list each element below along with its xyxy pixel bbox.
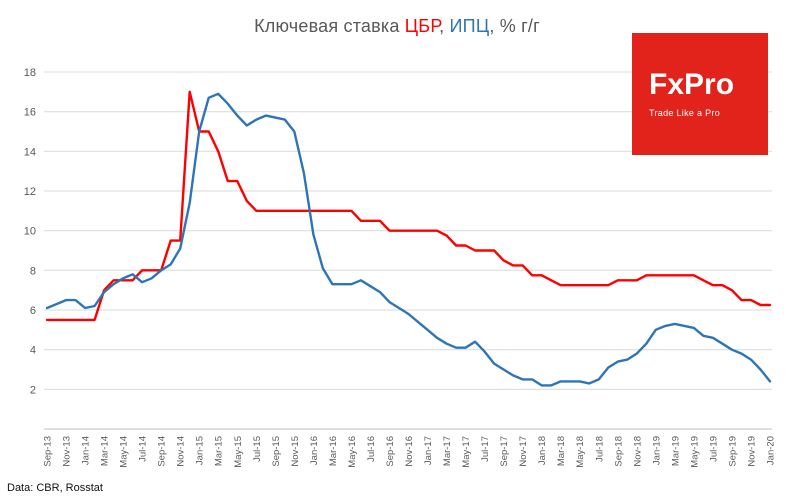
svg-text:Nov-19: Nov-19 xyxy=(747,436,758,467)
title-text: Ключевая ставка xyxy=(254,16,405,36)
cpi-yoy-line xyxy=(45,92,772,387)
svg-text:Jan-20: Jan-20 xyxy=(766,436,777,465)
svg-text:May-18: May-18 xyxy=(575,436,586,468)
svg-text:Jul-18: Jul-18 xyxy=(594,436,605,462)
svg-text:Mar-16: Mar-16 xyxy=(328,436,339,466)
svg-text:Sep-19: Sep-19 xyxy=(727,436,738,467)
svg-text:Jul-15: Jul-15 xyxy=(252,436,263,462)
svg-text:Nov-18: Nov-18 xyxy=(632,436,643,467)
svg-text:Jan-19: Jan-19 xyxy=(651,436,662,465)
svg-text:May-15: May-15 xyxy=(233,436,244,468)
x-axis-labels: Sep-13 Nov-13 Jan-14 Mar-14 May-14 Jul-14 Sep-… xyxy=(43,436,777,468)
svg-text:2: 2 xyxy=(30,384,36,396)
svg-text:14: 14 xyxy=(24,146,36,158)
svg-text:Jan-17: Jan-17 xyxy=(423,436,434,465)
svg-text:Jan-14: Jan-14 xyxy=(81,436,92,465)
svg-text:Mar-15: Mar-15 xyxy=(214,436,225,466)
svg-text:4: 4 xyxy=(30,345,36,357)
title-ipc-label: ИПЦ xyxy=(449,16,490,36)
title-comma: , xyxy=(439,16,450,36)
svg-text:Sep-16: Sep-16 xyxy=(385,436,396,467)
svg-text:6: 6 xyxy=(30,305,36,317)
svg-text:18: 18 xyxy=(24,67,36,79)
svg-text:16: 16 xyxy=(24,107,36,119)
data-source-note: Data: CBR, Rosstat xyxy=(7,482,103,494)
svg-text:Nov-16: Nov-16 xyxy=(404,436,415,467)
svg-text:Nov-13: Nov-13 xyxy=(62,436,73,467)
svg-text:May-19: May-19 xyxy=(689,436,700,468)
svg-text:Nov-15: Nov-15 xyxy=(290,436,301,467)
svg-text:Jan-15: Jan-15 xyxy=(195,436,206,465)
fxpro-logo-tagline: Trade Like a Pro xyxy=(649,108,720,118)
svg-text:Mar-19: Mar-19 xyxy=(670,436,681,466)
svg-text:Sep-17: Sep-17 xyxy=(499,436,510,467)
svg-text:Jan-16: Jan-16 xyxy=(309,436,320,465)
svg-text:10: 10 xyxy=(24,226,36,238)
svg-text:Mar-14: Mar-14 xyxy=(100,436,111,466)
svg-text:Jul-19: Jul-19 xyxy=(708,436,719,462)
svg-text:May-16: May-16 xyxy=(347,436,358,468)
svg-text:Mar-17: Mar-17 xyxy=(442,436,453,466)
svg-text:Sep-14: Sep-14 xyxy=(157,436,168,467)
svg-text:May-14: May-14 xyxy=(119,436,130,468)
svg-text:Jan-18: Jan-18 xyxy=(537,436,548,465)
svg-text:Jul-16: Jul-16 xyxy=(366,436,377,462)
svg-text:Nov-14: Nov-14 xyxy=(176,436,187,467)
svg-text:Sep-13: Sep-13 xyxy=(43,436,54,467)
svg-text:12: 12 xyxy=(24,186,36,198)
fxpro-logo-text: FxPro xyxy=(649,68,735,101)
title-suffix: , % г/г xyxy=(489,16,540,36)
svg-text:Nov-17: Nov-17 xyxy=(518,436,529,467)
svg-text:Mar-18: Mar-18 xyxy=(556,436,567,466)
svg-text:Sep-18: Sep-18 xyxy=(613,436,624,467)
svg-text:Jul-17: Jul-17 xyxy=(480,436,491,462)
chart-title: Ключевая ставка ЦБР, ИПЦ, % г/г xyxy=(0,16,794,37)
svg-text:8: 8 xyxy=(30,265,36,277)
svg-text:Sep-15: Sep-15 xyxy=(271,436,282,467)
svg-text:Jul-14: Jul-14 xyxy=(138,436,149,462)
fxpro-logo: FxPro Trade Like a Pro xyxy=(632,33,768,155)
svg-text:May-17: May-17 xyxy=(461,436,472,468)
title-cbr-label: ЦБР xyxy=(404,16,440,36)
cbr-key-rate-line xyxy=(45,90,772,322)
y-axis-labels: 2 4 6 8 10 12 14 16 18 xyxy=(24,67,36,396)
